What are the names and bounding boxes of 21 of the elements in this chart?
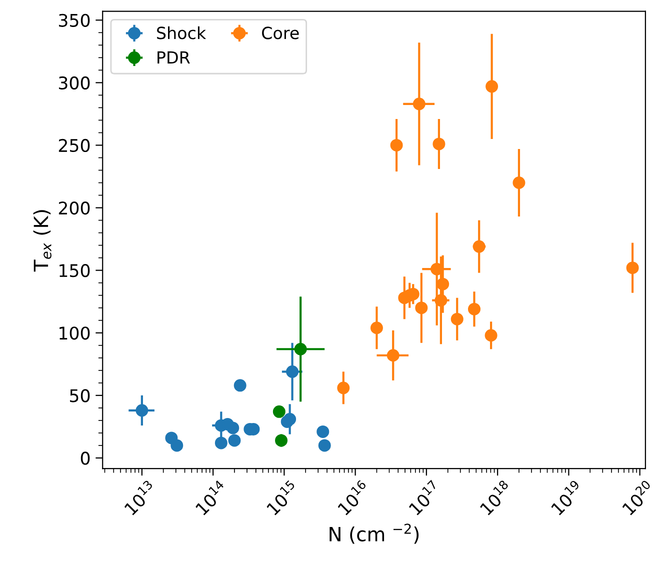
y-tick-label: 0 [80, 452, 90, 465]
x-axis-title: N (cm $^{−2}$) [330, 524, 419, 544]
x-tick-label: 10$^{19}$ [548, 480, 585, 516]
x-tick-label: 10$^{15}$ [264, 480, 300, 516]
y-tick-label: 100 [60, 326, 90, 340]
x-tick-label: 10$^{13}$ [122, 480, 158, 516]
y-axis-title: T$_{ex}$ (K) [33, 210, 52, 272]
y-tick-label: 300 [58, 76, 90, 90]
x-tick-label: 10$^{20}$ [620, 480, 656, 516]
y-tick-label: 50 [70, 389, 90, 402]
x-tick-label: 10$^{16}$ [335, 480, 372, 516]
legend-label: Core [262, 26, 299, 40]
x-tick-label: 10$^{14}$ [193, 480, 230, 516]
y-tick-label: 250 [58, 138, 90, 152]
legend-label: Shock [157, 26, 206, 40]
legend-label: PDR [158, 51, 190, 64]
y-tick-label: 200 [58, 201, 90, 215]
y-tick-label: 350 [58, 14, 90, 27]
x-tick-label: 10$^{18}$ [478, 480, 514, 516]
y-tick-label: 150 [60, 264, 90, 278]
x-tick-label: 10$^{17}$ [406, 480, 442, 516]
